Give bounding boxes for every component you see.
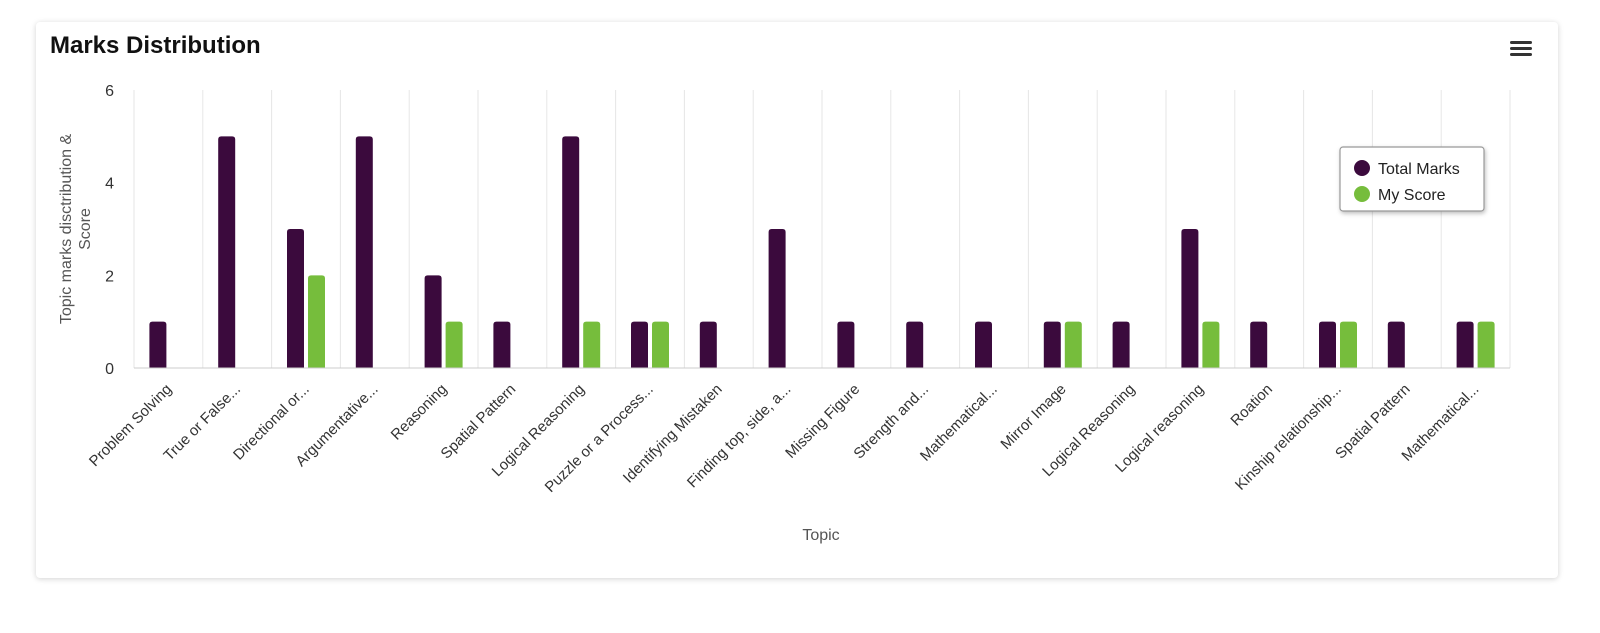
bar-total-marks[interactable]	[631, 321, 648, 368]
grid-lines	[133, 90, 1511, 368]
bar-total-marks[interactable]	[837, 321, 855, 368]
legend-item[interactable]: Total Marks	[1378, 161, 1460, 178]
bar-my-score[interactable]	[1340, 321, 1357, 368]
bar-my-score[interactable]	[1477, 321, 1495, 368]
bar-total-marks[interactable]	[1319, 321, 1336, 368]
bar-total-marks[interactable]	[149, 321, 167, 368]
bar-total-marks[interactable]	[355, 136, 373, 368]
x-tick-label: Problem Solving	[86, 381, 175, 470]
bar-my-score[interactable]	[308, 275, 325, 368]
hamburger-menu-icon[interactable]	[1508, 38, 1534, 60]
bar-total-marks[interactable]	[1387, 321, 1405, 368]
bar-my-score[interactable]	[652, 321, 669, 368]
bar-my-score[interactable]	[1064, 321, 1082, 368]
bar-total-marks[interactable]	[768, 229, 786, 368]
bar-my-score[interactable]	[445, 321, 463, 368]
y-tick-label: 0	[105, 361, 114, 378]
x-tick-label: Reasoning	[388, 381, 451, 444]
bar-total-marks[interactable]	[1250, 321, 1268, 368]
y-axis-title: Topic marks disctribution & Score	[58, 134, 94, 325]
bar-total-marks[interactable]	[287, 229, 304, 368]
bar-my-score[interactable]	[583, 321, 601, 368]
bar-total-marks[interactable]	[975, 321, 992, 368]
y-tick-label: 2	[105, 268, 114, 285]
bar-total-marks[interactable]	[1456, 321, 1474, 368]
bar-total-marks[interactable]	[493, 321, 511, 368]
bar-total-marks[interactable]	[424, 275, 442, 368]
legend-marker	[1354, 186, 1370, 202]
bar-total-marks[interactable]	[1181, 229, 1199, 368]
legend-box	[1339, 146, 1485, 212]
x-tick-label: Mirror Image	[997, 381, 1069, 453]
y-axis-title-line: Score	[77, 208, 94, 250]
bar-total-marks[interactable]	[1043, 321, 1061, 368]
legend-marker	[1354, 160, 1370, 176]
x-axis-title: Topic	[802, 527, 839, 544]
bars	[149, 136, 1495, 368]
bar-total-marks[interactable]	[1112, 321, 1130, 368]
y-axis-title-line: Topic marks disctribution &	[58, 134, 75, 325]
y-tick-label: 4	[105, 176, 114, 193]
bar-total-marks[interactable]	[218, 136, 236, 368]
bar-total-marks[interactable]	[906, 321, 924, 368]
y-tick-label: 6	[105, 83, 114, 100]
bar-total-marks[interactable]	[562, 136, 580, 368]
legend-item[interactable]: My Score	[1378, 187, 1446, 204]
bar-total-marks[interactable]	[699, 321, 717, 368]
bar-my-score[interactable]	[1202, 321, 1220, 368]
x-tick-label: Roation	[1227, 381, 1276, 430]
chart-title: Marks Distribution	[50, 32, 261, 59]
legend[interactable]: Total Marks My Score	[1339, 146, 1485, 212]
